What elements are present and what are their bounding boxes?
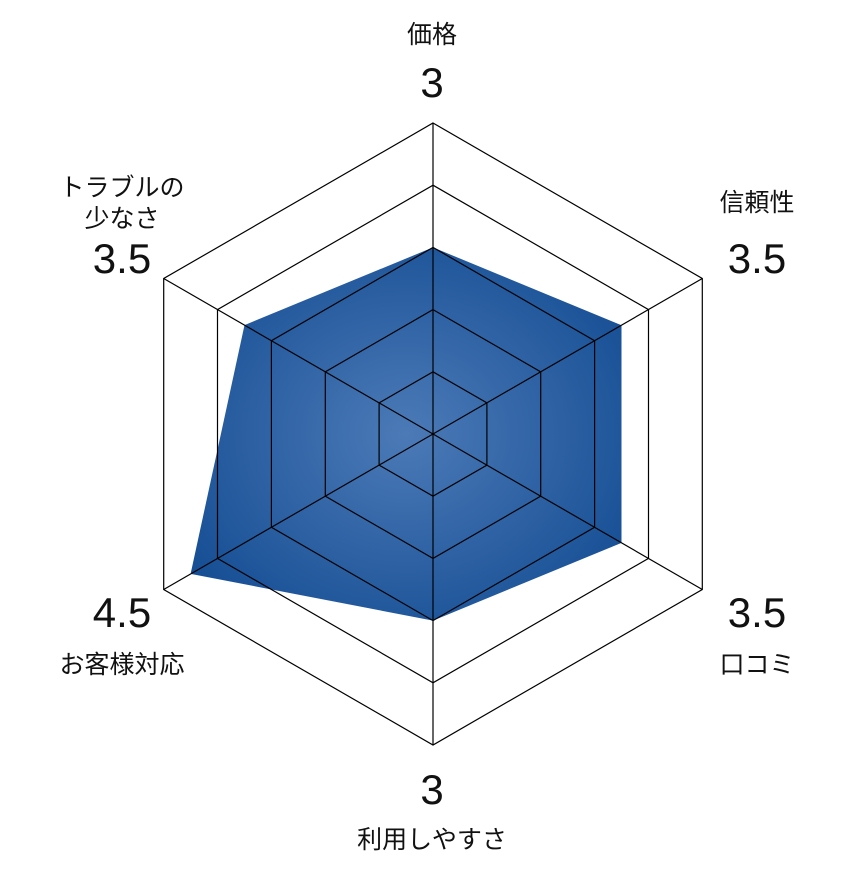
label-price: 価格	[407, 20, 457, 49]
data-area	[190, 247, 622, 621]
spoke-4	[163, 433, 434, 591]
value-few-troubles: 3.5	[93, 235, 151, 282]
label-few-troubles-line1: トラブルの	[59, 173, 184, 202]
label-usability: 利用しやすさ	[357, 825, 507, 854]
spoke-2	[432, 433, 703, 591]
value-customer-service: 4.5	[93, 589, 151, 636]
label-few-troubles-line2: 少なさ	[84, 204, 159, 233]
label-reviews: 口コミ	[719, 650, 794, 679]
value-usability: 3	[420, 766, 443, 813]
label-customer-service: お客様対応	[59, 650, 184, 679]
radar-spokes	[163, 123, 703, 745]
value-reliability: 3.5	[728, 235, 786, 282]
spoke-5	[163, 277, 434, 435]
label-reliability: 信頼性	[719, 188, 794, 217]
value-price: 3	[420, 59, 443, 106]
spoke-1	[432, 277, 703, 435]
value-reviews: 3.5	[728, 589, 786, 636]
